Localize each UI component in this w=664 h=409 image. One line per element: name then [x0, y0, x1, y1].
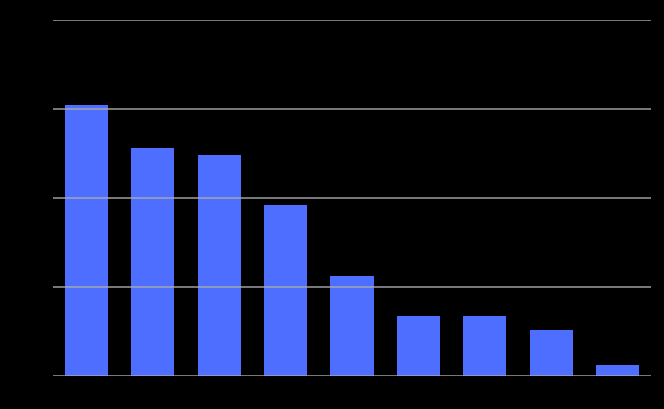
Bar [264, 205, 307, 376]
Bar [131, 148, 174, 376]
Bar [198, 156, 241, 376]
Bar [463, 316, 507, 376]
Bar [65, 106, 108, 376]
Bar [397, 316, 440, 376]
Bar [530, 330, 573, 376]
Bar [331, 276, 374, 376]
Bar [596, 366, 639, 376]
